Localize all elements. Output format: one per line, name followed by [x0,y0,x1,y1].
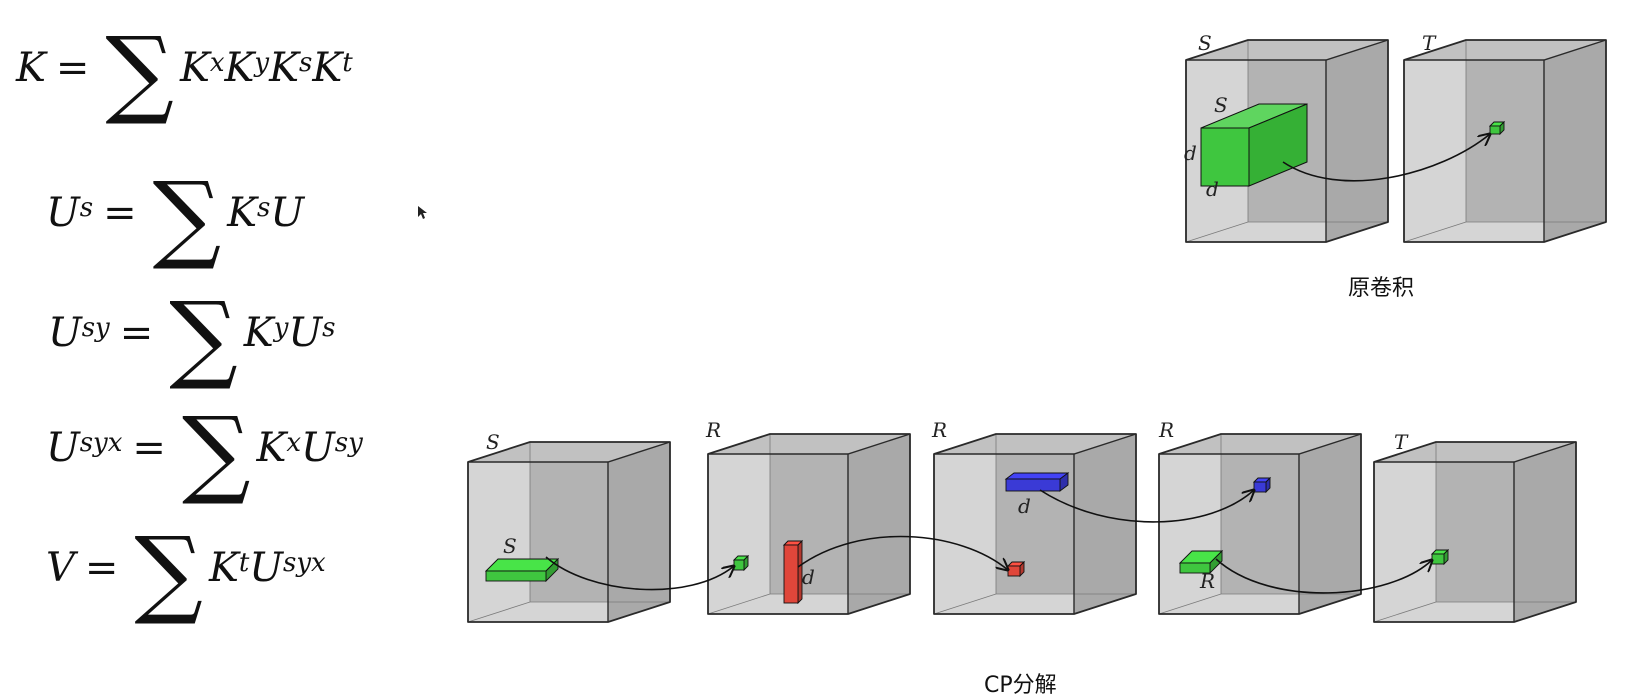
equation-term: Usyx [249,545,326,591]
top-caption: 原卷积 [1348,276,1415,301]
top-kernel-d2-label: d [1206,177,1219,201]
equation-term: Ky [224,45,270,91]
top-input-label: S [1198,31,1212,55]
cp-box-4-label: R [1158,418,1174,442]
cp-green-bar-2-label: R [1199,569,1215,593]
sum-symbol: ∑ [169,281,238,393]
cp-box-1-label: S [486,430,500,454]
top-output-label: T [1422,31,1437,55]
cp-red-bar-label: d [802,565,815,589]
equation-term: Us [288,310,336,356]
equals-sign: = [55,45,90,91]
equation-4: Usyx = ∑ Kx Usy [46,400,363,500]
equation-term: Kt [312,45,353,91]
equation-lhs: V [46,545,75,591]
cp-green-bar-label: S [503,534,517,558]
cp-arrow-1 [545,556,734,591]
cp-blue-bar [1004,472,1070,492]
top-output-point [1488,120,1506,136]
cp-red-bar [782,539,804,605]
cp-box-4 [1158,433,1362,615]
equation-term: U [270,190,305,236]
equals-sign: = [132,425,166,471]
equation-term: Ky [243,310,289,356]
equation-5: V = ∑ Kt Usyx [46,520,326,620]
cp-arrow-3 [1039,490,1254,523]
cp-green-point-2 [1430,548,1450,566]
cp-box-5-label: T [1394,430,1409,454]
sum-symbol: ∑ [181,396,251,508]
cp-green-bar [484,557,560,583]
sum-symbol: ∑ [152,161,222,273]
equation-3: Usy = ∑ Ky Us [48,285,336,385]
equation-lhs: Us [46,190,94,236]
cp-arrow-4 [1215,559,1432,594]
equation-term: Ks [269,45,313,91]
equation-2: Us = ∑ Ks U [46,165,305,265]
sum-symbol: ∑ [105,16,174,128]
cp-blue-point [1252,476,1272,494]
sum-symbol: ∑ [134,516,203,628]
equation-term: Ks [227,190,271,236]
cp-box-3-label: R [931,418,947,442]
cp-box-5 [1373,441,1577,623]
equation-lhs: Usy [48,310,110,356]
equation-1: K = ∑ Kx Ky Ks Kt [16,20,353,120]
cp-green-point [732,554,750,572]
equals-sign: = [103,190,137,236]
cp-box-3 [933,433,1137,615]
cp-arrow-2 [797,535,1008,570]
cp-box-2-label: R [705,418,721,442]
cp-red-point [1006,560,1026,578]
top-output-tensor [1403,39,1607,243]
equals-sign: = [84,545,119,591]
equation-term: Kx [256,425,302,471]
cp-blue-bar-label: d [1018,494,1031,518]
equation-term: Kx [179,45,225,91]
top-kernel-s-label: S [1214,93,1228,117]
top-green-kernel [1200,103,1308,187]
mouse-cursor-icon [418,206,427,219]
bottom-caption: CP分解 [984,673,1057,698]
top-arrow [1282,134,1490,182]
cp-green-bar-2 [1178,549,1224,575]
equation-lhs: Usyx [46,425,123,471]
top-kernel-d-label: d [1184,141,1197,165]
equals-sign: = [119,310,154,356]
equation-lhs: K [16,45,46,91]
cp-box-1 [467,441,671,623]
equation-term: Kt [208,545,250,591]
equation-term: Usy [301,425,363,471]
